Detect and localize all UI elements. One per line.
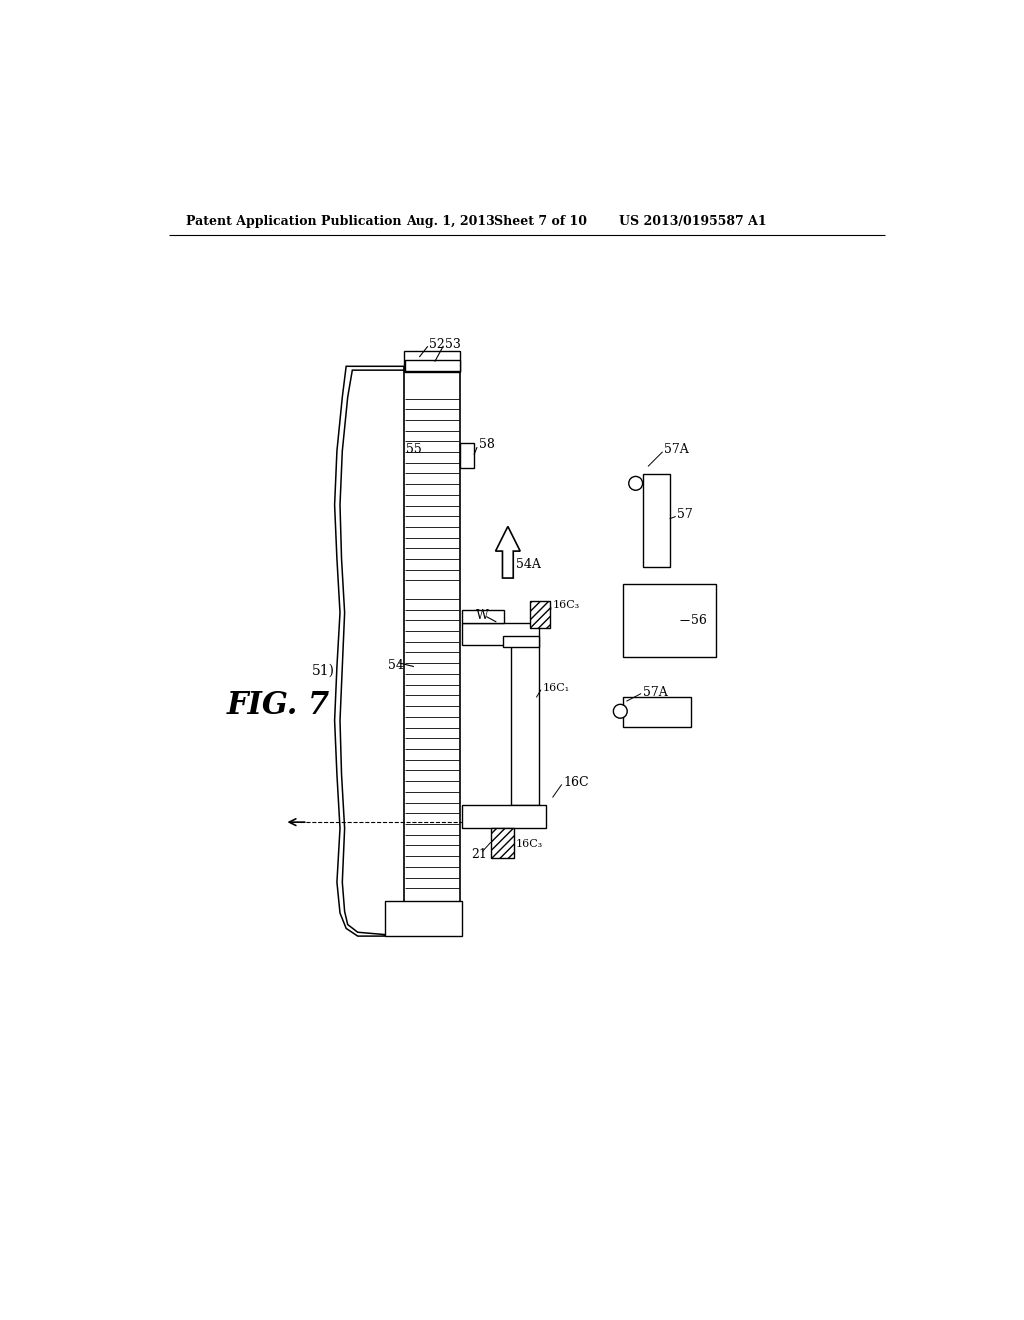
Text: 16C₁: 16C₁: [543, 684, 569, 693]
Text: 16C₃: 16C₃: [553, 601, 580, 610]
Bar: [460, 444, 474, 469]
Circle shape: [629, 477, 643, 490]
Text: 53: 53: [444, 338, 461, 351]
Bar: [624, 697, 691, 726]
Bar: [490, 829, 514, 858]
Text: 57: 57: [677, 508, 693, 520]
Bar: [530, 601, 550, 628]
Bar: [624, 585, 716, 657]
Text: 16C: 16C: [563, 776, 589, 788]
Bar: [406, 360, 460, 371]
Bar: [462, 610, 504, 623]
Polygon shape: [496, 527, 520, 578]
Text: 52: 52: [429, 338, 445, 351]
Bar: [403, 351, 460, 372]
Text: Aug. 1, 2013: Aug. 1, 2013: [407, 215, 495, 228]
Text: Patent Application Publication: Patent Application Publication: [186, 215, 401, 228]
Bar: [462, 805, 547, 829]
Text: 58: 58: [478, 438, 495, 451]
Text: W: W: [476, 610, 489, 622]
Text: 54A: 54A: [515, 558, 541, 572]
Text: 51): 51): [311, 664, 335, 677]
Bar: [643, 474, 670, 566]
Text: 57A: 57A: [665, 444, 689, 455]
Bar: [385, 902, 462, 936]
Bar: [462, 623, 539, 645]
Polygon shape: [335, 367, 403, 936]
Text: 16C₃: 16C₃: [515, 838, 543, 849]
Text: 57A: 57A: [643, 685, 668, 698]
Text: FIG. 7: FIG. 7: [226, 689, 330, 721]
Text: 56: 56: [691, 614, 707, 627]
Bar: [503, 636, 539, 647]
Circle shape: [613, 705, 628, 718]
Text: 54: 54: [388, 659, 403, 672]
Text: Sheet 7 of 10: Sheet 7 of 10: [494, 215, 587, 228]
Text: 55: 55: [407, 444, 422, 455]
Bar: [511, 645, 539, 805]
Text: 21: 21: [472, 847, 487, 861]
Text: US 2013/0195587 A1: US 2013/0195587 A1: [618, 215, 766, 228]
